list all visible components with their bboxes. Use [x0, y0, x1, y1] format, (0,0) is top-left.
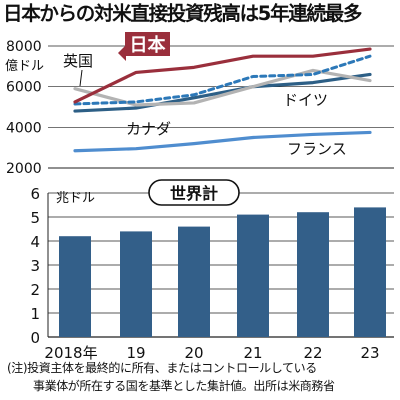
- line-chart-y-tick-6000: 6000: [6, 80, 42, 96]
- line-series-france: [73, 130, 372, 153]
- x-tick-2018年: 2018年: [44, 344, 97, 362]
- line-series-germany: [73, 54, 372, 106]
- bar-chart-y-tick-6: 6: [30, 185, 40, 203]
- bar-chart-y-unit: 兆ドル: [56, 191, 95, 206]
- series-label-canada: カナダ: [126, 120, 171, 138]
- line-chart-y-tick-4000: 4000: [6, 120, 42, 136]
- line-chart-y-tick-8000: 8000: [6, 39, 42, 55]
- japan-label-pointer: [118, 45, 126, 61]
- x-tick-19: 19: [126, 344, 145, 362]
- x-tick-22: 22: [303, 344, 322, 362]
- x-tick-23: 23: [360, 344, 379, 362]
- footnote-line-1: (注)投資主体を最終的に所有、またはコントロールしている: [7, 361, 317, 375]
- line-series-canada: [73, 72, 372, 113]
- japan-label-box: [125, 32, 170, 56]
- bar-chart-y-tick-0: 0: [30, 329, 40, 347]
- bar-22: [297, 212, 329, 337]
- bar-19: [120, 231, 152, 337]
- footnote: (注)投資主体を最終的に所有、またはコントロールしている 事業体が所在する国を基…: [7, 359, 399, 395]
- bar-chart-y-tick-1: 1: [30, 305, 40, 323]
- bar-chart-y-tick-4: 4: [30, 233, 40, 251]
- bar-23: [354, 207, 386, 337]
- x-tick-20: 20: [184, 344, 203, 362]
- series-label-japan: 日本: [130, 34, 166, 56]
- bar-chart-y-tick-3: 3: [30, 257, 40, 275]
- footnote-line-2: 事業体が所在する国を基準とした集計値。出所は米商務省: [33, 379, 335, 393]
- series-label-uk: 英国: [63, 52, 93, 70]
- bar-chart-title: 世界計: [170, 184, 218, 203]
- line-chart-y-tick-2000: 2000: [6, 161, 42, 177]
- x-tick-21: 21: [243, 344, 262, 362]
- line-chart-y-unit: 億ドル: [5, 58, 44, 74]
- line-series-japan: [73, 47, 372, 104]
- uk-leader-line: [79, 69, 83, 87]
- series-label-france: フランス: [287, 140, 347, 158]
- headline: 日本からの対米直接投資残高は5年連続最多: [3, 2, 362, 25]
- bar-2018年: [59, 236, 91, 337]
- bar-chart-y-tick-2: 2: [30, 281, 40, 299]
- bar-21: [237, 214, 269, 337]
- bar-20: [178, 226, 210, 337]
- bar-chart-y-tick-5: 5: [30, 209, 40, 227]
- bar-chart-title-pill: [148, 179, 240, 206]
- series-label-germany: ドイツ: [283, 91, 328, 109]
